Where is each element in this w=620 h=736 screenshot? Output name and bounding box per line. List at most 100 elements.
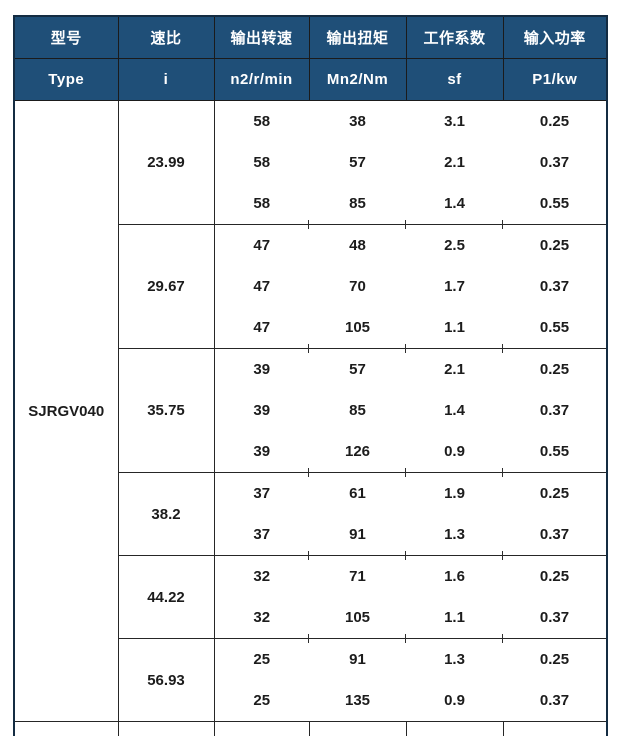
- table-row: 47 70 1.7 0.37: [14, 266, 607, 307]
- header-mn2: Mn2/Nm: [308, 58, 407, 101]
- table-row: SJRGV040 23.99 58 38 3.1 0.25: [14, 100, 607, 722]
- table-row: 39 126 0.9 0.55: [14, 431, 607, 473]
- header-p1: P1/kw: [502, 58, 608, 101]
- value-cell: 0.25: [502, 634, 607, 680]
- value-cell: 105: [309, 307, 406, 349]
- value-cell: 85: [309, 390, 406, 431]
- value-cell: 25: [214, 680, 309, 722]
- value-cell: 70: [309, 266, 406, 307]
- ratio-cell: 23.99: [118, 100, 215, 225]
- value-cell: 1.4: [406, 183, 503, 225]
- value-cell: 1.6: [405, 551, 503, 597]
- table-row: 37 91 1.3 0.37: [14, 514, 607, 556]
- value-cell: 2.5: [405, 220, 503, 266]
- value-cell: 0.25: [502, 468, 607, 514]
- value-cell: 1.3: [406, 514, 503, 556]
- value-cell: 0.55: [503, 431, 607, 473]
- value-cell: 38: [309, 100, 406, 142]
- value-cell: 0.55: [503, 307, 607, 349]
- partial-cell: [308, 721, 406, 736]
- header-n2: n2/r/min: [213, 58, 310, 101]
- value-cell: 37: [214, 472, 309, 514]
- value-cell: 3.1: [406, 100, 503, 142]
- ratio-cell: 44.22: [118, 555, 215, 639]
- spec-table: 型号 速比 输出转速 输出扭矩 工作系数 输入功率 Type i n2/r/mi…: [13, 15, 608, 736]
- value-cell: 1.1: [406, 307, 503, 349]
- header-ratio: 速比: [117, 15, 215, 59]
- header-model: 型号: [13, 15, 119, 59]
- value-cell: 0.37: [503, 514, 607, 556]
- table-row: 58 85 1.4 0.55: [14, 183, 607, 225]
- value-cell: 32: [214, 597, 309, 639]
- value-cell: 1.3: [405, 634, 503, 680]
- partial-cell: [213, 721, 309, 736]
- value-cell: 39: [214, 390, 309, 431]
- table-row: 29.67 47 48 2.5 0.25: [14, 220, 607, 349]
- value-cell: 37: [214, 514, 309, 556]
- value-cell: 39: [214, 348, 309, 390]
- value-cell: 0.25: [502, 551, 607, 597]
- ratio-cell: 56.93: [118, 638, 215, 722]
- partial-row: [14, 721, 607, 736]
- table-row: 35.75 39 57 2.1 0.25: [14, 344, 607, 473]
- value-cell: 91: [309, 514, 406, 556]
- value-cell: 0.37: [503, 390, 607, 431]
- partial-cell: [14, 721, 118, 736]
- value-cell: 0.9: [406, 431, 503, 473]
- ratio-cell: 35.75: [118, 348, 215, 473]
- value-cell: 0.37: [503, 597, 607, 639]
- value-cell: 39: [214, 431, 309, 473]
- table-row: 38.2 37 61 1.9 0.25: [14, 468, 607, 556]
- value-cell: 57: [309, 142, 406, 183]
- value-cell: 47: [214, 224, 309, 266]
- value-cell: 0.55: [503, 183, 607, 225]
- table-row: 47 105 1.1 0.55: [14, 307, 607, 349]
- header-row-cn: 型号 速比 输出转速 输出扭矩 工作系数 输入功率: [13, 15, 608, 59]
- value-cell: 61: [308, 468, 406, 514]
- model-cell: SJRGV040: [14, 100, 119, 722]
- value-cell: 25: [214, 638, 309, 680]
- table-row: 32 105 1.1 0.37: [14, 597, 607, 639]
- header-i: i: [117, 58, 215, 101]
- value-cell: 58: [214, 183, 309, 225]
- value-cell: 0.37: [503, 680, 607, 722]
- value-cell: 91: [308, 634, 406, 680]
- header-output-torque: 输出扭矩: [308, 15, 407, 59]
- table-row: 44.22 32 71 1.6 0.25: [14, 551, 607, 639]
- value-cell: 135: [309, 680, 406, 722]
- value-cell: 0.25: [502, 344, 607, 390]
- table-header: 型号 速比 输出转速 输出扭矩 工作系数 输入功率 Type i n2/r/mi…: [13, 15, 608, 101]
- ratio-cell: 38.2: [118, 472, 215, 556]
- partial-cell: [405, 721, 503, 736]
- value-cell: 1.4: [406, 390, 503, 431]
- value-cell: 1.1: [406, 597, 503, 639]
- partial-cell: [117, 721, 214, 736]
- value-cell: 58: [214, 142, 309, 183]
- value-cell: 58: [214, 100, 309, 142]
- ratio-cell: 29.67: [118, 224, 215, 349]
- value-cell: 105: [309, 597, 406, 639]
- value-cell: 85: [309, 183, 406, 225]
- table-row: 56.93 25 91 1.3 0.25: [14, 634, 607, 722]
- header-input-power: 输入功率: [502, 15, 608, 59]
- value-cell: 2.1: [405, 344, 503, 390]
- value-cell: 32: [214, 555, 309, 597]
- table-row: 25 135 0.9 0.37: [14, 680, 607, 722]
- value-cell: 1.9: [405, 468, 503, 514]
- value-cell: 126: [309, 431, 406, 473]
- header-type: Type: [13, 58, 119, 101]
- header-output-speed: 输出转速: [213, 15, 310, 59]
- table-row: 58 57 2.1 0.37: [14, 142, 607, 183]
- value-cell: 48: [308, 220, 406, 266]
- value-cell: 2.1: [406, 142, 503, 183]
- value-cell: 0.37: [503, 266, 607, 307]
- value-cell: 0.37: [503, 142, 607, 183]
- header-service-factor: 工作系数: [405, 15, 504, 59]
- value-cell: 47: [214, 307, 309, 349]
- partial-cell: [502, 721, 607, 736]
- header-row-en: Type i n2/r/min Mn2/Nm sf P1/kw: [13, 58, 608, 101]
- value-cell: 47: [214, 266, 309, 307]
- value-cell: 71: [308, 551, 406, 597]
- value-cell: 57: [308, 344, 406, 390]
- table-body: SJRGV040 23.99 58 38 3.1 0.25 58 57 2.1 0.37 58 85 1…: [14, 100, 607, 736]
